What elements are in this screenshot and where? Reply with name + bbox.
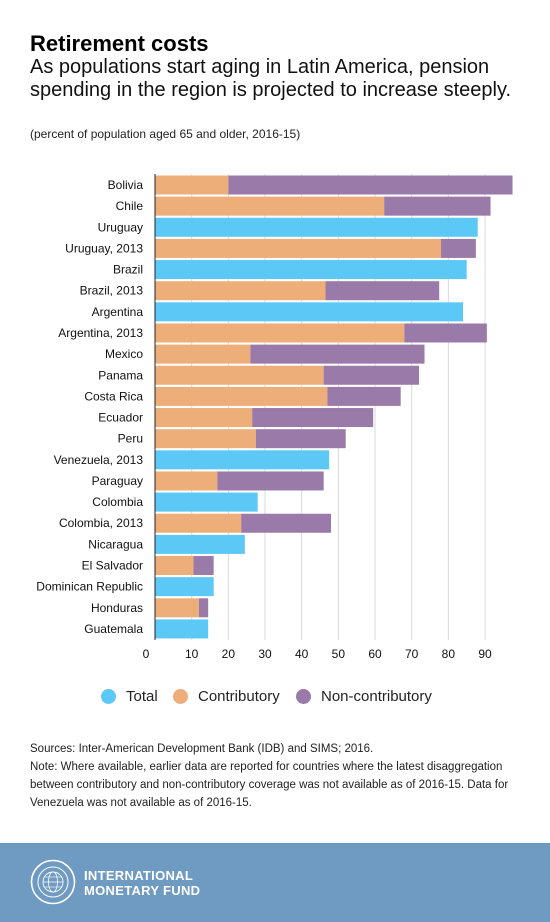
category-label: Ecuador bbox=[98, 411, 143, 425]
category-label: Panama bbox=[98, 368, 143, 382]
bar-contributory-brazil-2013 bbox=[155, 281, 326, 301]
x-tick-label: 30 bbox=[258, 647, 272, 661]
bar-total-venezuela-2013 bbox=[155, 450, 330, 470]
x-tick-label: 60 bbox=[368, 647, 382, 661]
bar-non-contributory-bolivia bbox=[228, 175, 513, 195]
category-label: Peru bbox=[118, 432, 143, 446]
legend-label-total: Total bbox=[126, 687, 158, 705]
bar-contributory-argentina-2013 bbox=[155, 323, 405, 343]
bar-non-contributory-mexico bbox=[250, 344, 425, 364]
category-label: Argentina, 2013 bbox=[58, 326, 143, 340]
footer-bar: INTERNATIONAL MONETARY FUND bbox=[0, 843, 550, 922]
bar-contributory-ecuador bbox=[155, 408, 253, 428]
bar-contributory-peru bbox=[155, 429, 256, 449]
bar-total-guatemala bbox=[155, 619, 209, 639]
note-line: Note: Where available, earlier data are … bbox=[30, 761, 509, 809]
org-name-line2: MONETARY FUND bbox=[84, 883, 201, 898]
imf-seal-icon bbox=[30, 859, 76, 905]
bar-contributory-honduras bbox=[155, 598, 200, 618]
category-label: Brazil, 2013 bbox=[80, 284, 144, 298]
bar-chart: Bolivia Chile Uruguay Uruguay, 2013 Brazil Br… bbox=[36, 174, 513, 661]
bar-total-brazil bbox=[155, 260, 467, 280]
category-label: Bolivia bbox=[108, 178, 144, 192]
bar-contributory-panama bbox=[155, 365, 324, 385]
legend-swatch-total bbox=[101, 688, 116, 704]
bar-non-contributory-panama bbox=[323, 365, 420, 385]
x-tick-label: 80 bbox=[442, 647, 456, 661]
bar-contributory-paraguay bbox=[155, 471, 218, 491]
chart-legend: Total Contributory Non-contributory bbox=[0, 685, 550, 707]
x-tick-label: 50 bbox=[332, 647, 346, 661]
legend-item-noncontributory: Non-contributory bbox=[296, 685, 432, 707]
bar-non-contributory-paraguay bbox=[217, 471, 324, 491]
category-label: Brazil bbox=[113, 263, 143, 277]
category-label: Uruguay bbox=[98, 220, 143, 234]
category-label: Uruguay, 2013 bbox=[65, 241, 143, 255]
category-label: Honduras bbox=[91, 601, 143, 615]
bar-contributory-chile bbox=[155, 196, 385, 216]
category-label: El Salvador bbox=[82, 559, 143, 573]
unit-note: (percent of population aged 65 and older… bbox=[30, 127, 301, 141]
category-label: Guatemala bbox=[84, 622, 143, 636]
category-label: Nicaragua bbox=[88, 537, 143, 551]
bar-non-contributory-el-salvador bbox=[193, 556, 214, 576]
bar-total-colombia bbox=[155, 492, 258, 512]
bar-contributory-mexico bbox=[155, 344, 251, 364]
bar-total-argentina bbox=[155, 302, 464, 322]
org-name-line1: INTERNATIONAL bbox=[84, 868, 194, 883]
x-tick-label: 90 bbox=[478, 647, 492, 661]
legend-swatch-noncontributory bbox=[296, 688, 311, 704]
bar-non-contributory-honduras bbox=[199, 598, 209, 618]
org-name: INTERNATIONAL MONETARY FUND bbox=[84, 868, 200, 898]
bar-contributory-costa-rica bbox=[155, 386, 328, 406]
category-label: Colombia, 2013 bbox=[59, 516, 143, 530]
x-tick-label: 0 bbox=[143, 647, 150, 661]
bar-non-contributory-colombia-2013 bbox=[241, 513, 332, 533]
bar-non-contributory-argentina-2013 bbox=[404, 323, 487, 343]
legend-label-contributory: Contributory bbox=[198, 687, 280, 705]
category-label: Chile bbox=[116, 199, 144, 213]
category-label: Dominican Republic bbox=[36, 580, 143, 594]
bar-contributory-el-salvador bbox=[155, 556, 194, 576]
bar-non-contributory-brazil-2013 bbox=[325, 281, 440, 301]
legend-item-contributory: Contributory bbox=[173, 685, 280, 707]
bar-contributory-uruguay-2013 bbox=[155, 238, 442, 258]
bar-contributory-colombia-2013 bbox=[155, 513, 242, 533]
x-tick-label: 70 bbox=[405, 647, 419, 661]
bar-non-contributory-costa-rica bbox=[327, 386, 401, 406]
legend-item-total: Total bbox=[101, 685, 158, 707]
bar-total-nicaragua bbox=[155, 534, 245, 554]
category-label: Costa Rica bbox=[84, 389, 143, 403]
sources-line: Sources: Inter-American Development Bank… bbox=[30, 743, 374, 755]
bar-non-contributory-chile bbox=[384, 196, 491, 216]
chart-subtitle: As populations start aging in Latin Amer… bbox=[30, 56, 512, 101]
legend-swatch-contributory bbox=[173, 688, 188, 704]
bar-non-contributory-peru bbox=[255, 429, 346, 449]
sources-note: Sources: Inter-American Development Bank… bbox=[30, 740, 530, 812]
x-tick-label: 20 bbox=[222, 647, 236, 661]
x-tick-label: 40 bbox=[295, 647, 309, 661]
x-tick-label: 10 bbox=[185, 647, 199, 661]
category-label: Venezuela, 2013 bbox=[54, 453, 144, 467]
category-label: Colombia bbox=[92, 495, 143, 509]
chart-title: Retirement costs bbox=[30, 31, 209, 56]
legend-label-noncontributory: Non-contributory bbox=[321, 687, 432, 705]
bar-non-contributory-ecuador bbox=[252, 408, 374, 428]
category-label: Mexico bbox=[105, 347, 143, 361]
bar-total-dominican-republic bbox=[155, 577, 214, 597]
bar-non-contributory-uruguay-2013 bbox=[441, 238, 476, 258]
category-label: Argentina bbox=[92, 305, 144, 319]
bar-total-uruguay bbox=[155, 217, 478, 237]
category-label: Paraguay bbox=[92, 474, 143, 488]
bar-contributory-bolivia bbox=[155, 175, 229, 195]
